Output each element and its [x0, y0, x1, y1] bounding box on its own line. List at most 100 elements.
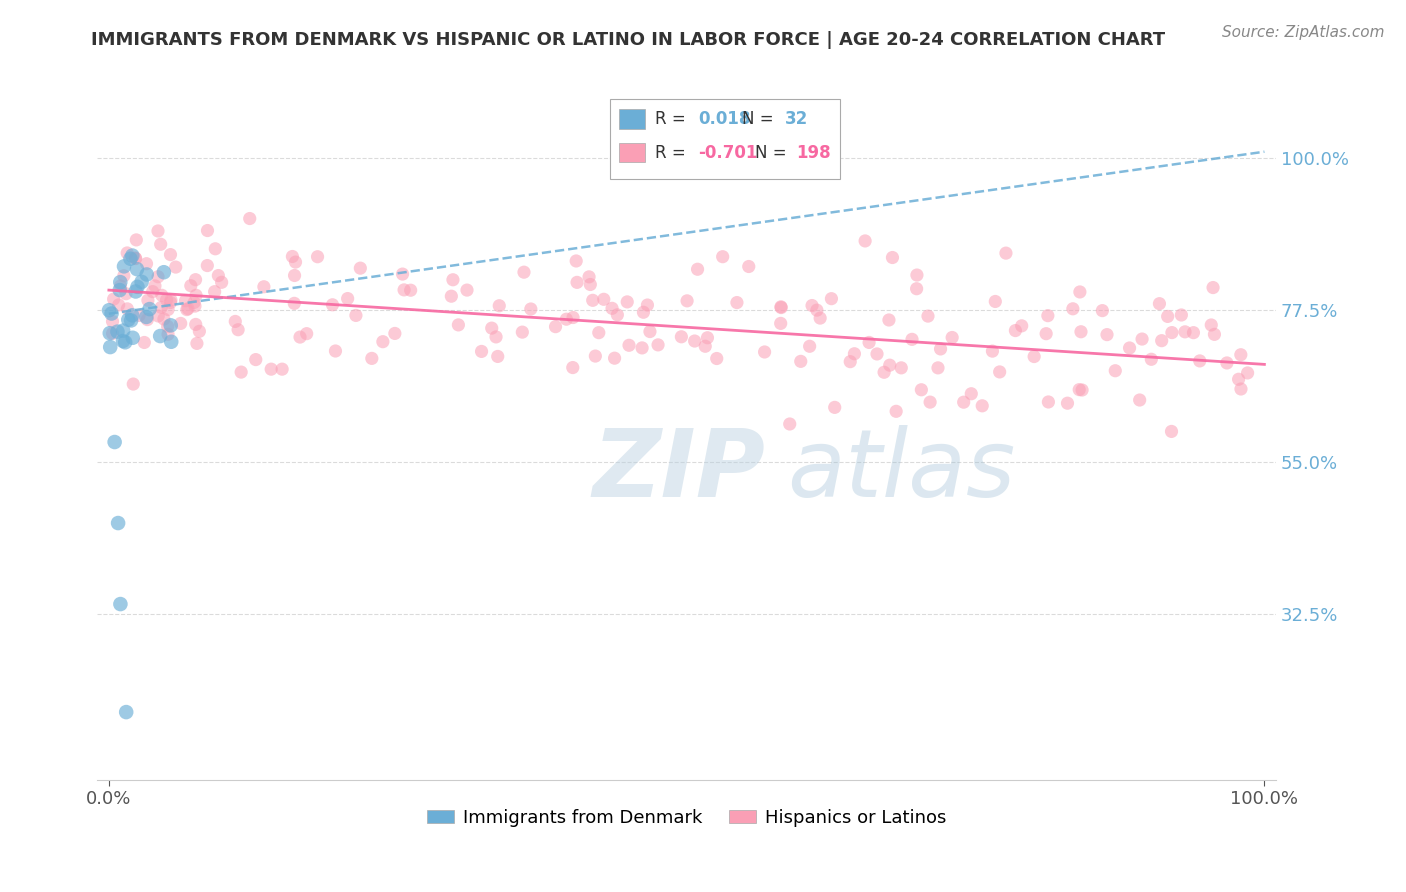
Point [157, 302, 180, 317]
Point [307, 250, 329, 264]
FancyBboxPatch shape [610, 98, 839, 179]
Point [905, 268, 928, 282]
Point [824, 401, 846, 415]
Point [1011, 318, 1033, 333]
Point [125, 285, 148, 299]
Point [226, 323, 249, 337]
Point [561, 360, 583, 375]
Point [155, 293, 177, 307]
Point [770, 301, 793, 315]
Point [245, 352, 267, 367]
Text: IMMIGRANTS FROM DENMARK VS HISPANIC OR LATINO IN LABOR FORCE | AGE 20-24 CORRELA: IMMIGRANTS FROM DENMARK VS HISPANIC OR L… [91, 31, 1166, 49]
Point [988, 365, 1011, 379]
Point [839, 354, 862, 368]
Point [686, 262, 709, 277]
Point [136, 312, 159, 326]
Point [695, 339, 717, 353]
Point [128, 309, 150, 323]
Point [120, 252, 142, 266]
Point [447, 318, 470, 332]
Point [321, 298, 343, 312]
Point [112, 260, 135, 274]
Point [392, 283, 415, 297]
Text: Source: ZipAtlas.com: Source: ZipAtlas.com [1222, 25, 1385, 40]
Point [994, 246, 1017, 260]
Point [588, 326, 610, 340]
Point [336, 292, 359, 306]
Point [441, 273, 464, 287]
Point [844, 347, 866, 361]
Point [224, 314, 246, 328]
Point [1149, 296, 1171, 310]
Point [253, 279, 276, 293]
Point [1188, 354, 1211, 368]
Point [808, 311, 831, 326]
Point [638, 325, 661, 339]
Point [98, 340, 121, 354]
Point [606, 308, 628, 322]
Point [180, 278, 202, 293]
Point [853, 234, 876, 248]
Point [135, 310, 157, 324]
Point [204, 285, 226, 299]
Point [901, 332, 924, 346]
Point [633, 305, 655, 319]
Point [960, 386, 983, 401]
Point [100, 306, 122, 320]
Point [510, 325, 533, 339]
Point [485, 330, 508, 344]
Point [117, 301, 139, 316]
Point [207, 268, 229, 283]
Point [1236, 366, 1258, 380]
Text: R =: R = [655, 110, 690, 128]
Point [481, 321, 503, 335]
Point [636, 298, 658, 312]
Point [103, 292, 125, 306]
Point [231, 365, 253, 379]
Point [149, 329, 172, 343]
Text: 198: 198 [796, 144, 831, 161]
Point [877, 313, 900, 327]
Point [156, 319, 179, 334]
Point [920, 395, 942, 409]
Text: N =: N = [742, 110, 779, 128]
Point [647, 338, 669, 352]
Point [676, 293, 699, 308]
Point [184, 299, 207, 313]
Point [820, 292, 842, 306]
Point [150, 301, 173, 315]
Point [360, 351, 382, 366]
Point [165, 260, 187, 274]
Point [149, 237, 172, 252]
Point [101, 326, 124, 341]
Point [176, 302, 198, 317]
Text: 0.018: 0.018 [699, 110, 751, 128]
Point [544, 319, 567, 334]
Point [107, 516, 129, 530]
Point [879, 358, 901, 372]
Point [1004, 324, 1026, 338]
Point [565, 276, 588, 290]
Point [1069, 383, 1091, 397]
Point [1129, 392, 1152, 407]
Point [138, 302, 160, 317]
Point [520, 301, 543, 316]
Point [170, 317, 193, 331]
Point [917, 309, 939, 323]
Point [197, 223, 219, 237]
Point [1130, 332, 1153, 346]
Point [349, 261, 371, 276]
Point [927, 360, 949, 375]
Point [115, 246, 138, 260]
Point [136, 293, 159, 308]
Point [1202, 280, 1225, 294]
Point [344, 309, 367, 323]
Point [188, 324, 211, 338]
Point [1038, 395, 1060, 409]
Point [769, 300, 792, 314]
Point [399, 283, 422, 297]
Point [135, 257, 157, 271]
Point [183, 295, 205, 310]
Point [806, 303, 828, 318]
Point [121, 309, 143, 323]
